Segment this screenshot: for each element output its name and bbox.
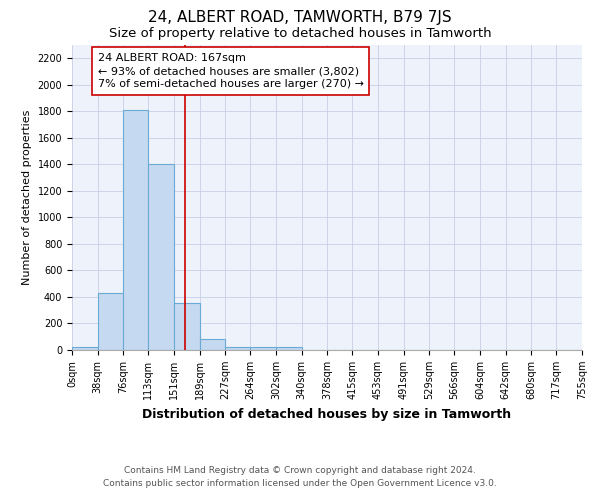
Bar bbox=[226, 346, 250, 350]
Text: 24 ALBERT ROAD: 167sqm
← 93% of detached houses are smaller (3,802)
7% of semi-d: 24 ALBERT ROAD: 167sqm ← 93% of detached… bbox=[98, 53, 364, 90]
Y-axis label: Number of detached properties: Number of detached properties bbox=[22, 110, 32, 285]
Bar bbox=[72, 348, 98, 350]
Bar bbox=[276, 348, 302, 350]
Bar bbox=[250, 346, 276, 350]
Bar bbox=[200, 340, 226, 350]
Bar bbox=[174, 303, 200, 350]
Bar bbox=[148, 164, 174, 350]
Text: Size of property relative to detached houses in Tamworth: Size of property relative to detached ho… bbox=[109, 28, 491, 40]
X-axis label: Distribution of detached houses by size in Tamworth: Distribution of detached houses by size … bbox=[142, 408, 512, 420]
Text: Contains HM Land Registry data © Crown copyright and database right 2024.
Contai: Contains HM Land Registry data © Crown c… bbox=[103, 466, 497, 487]
Bar bbox=[124, 110, 148, 350]
Text: 24, ALBERT ROAD, TAMWORTH, B79 7JS: 24, ALBERT ROAD, TAMWORTH, B79 7JS bbox=[148, 10, 452, 25]
Bar bbox=[98, 293, 124, 350]
